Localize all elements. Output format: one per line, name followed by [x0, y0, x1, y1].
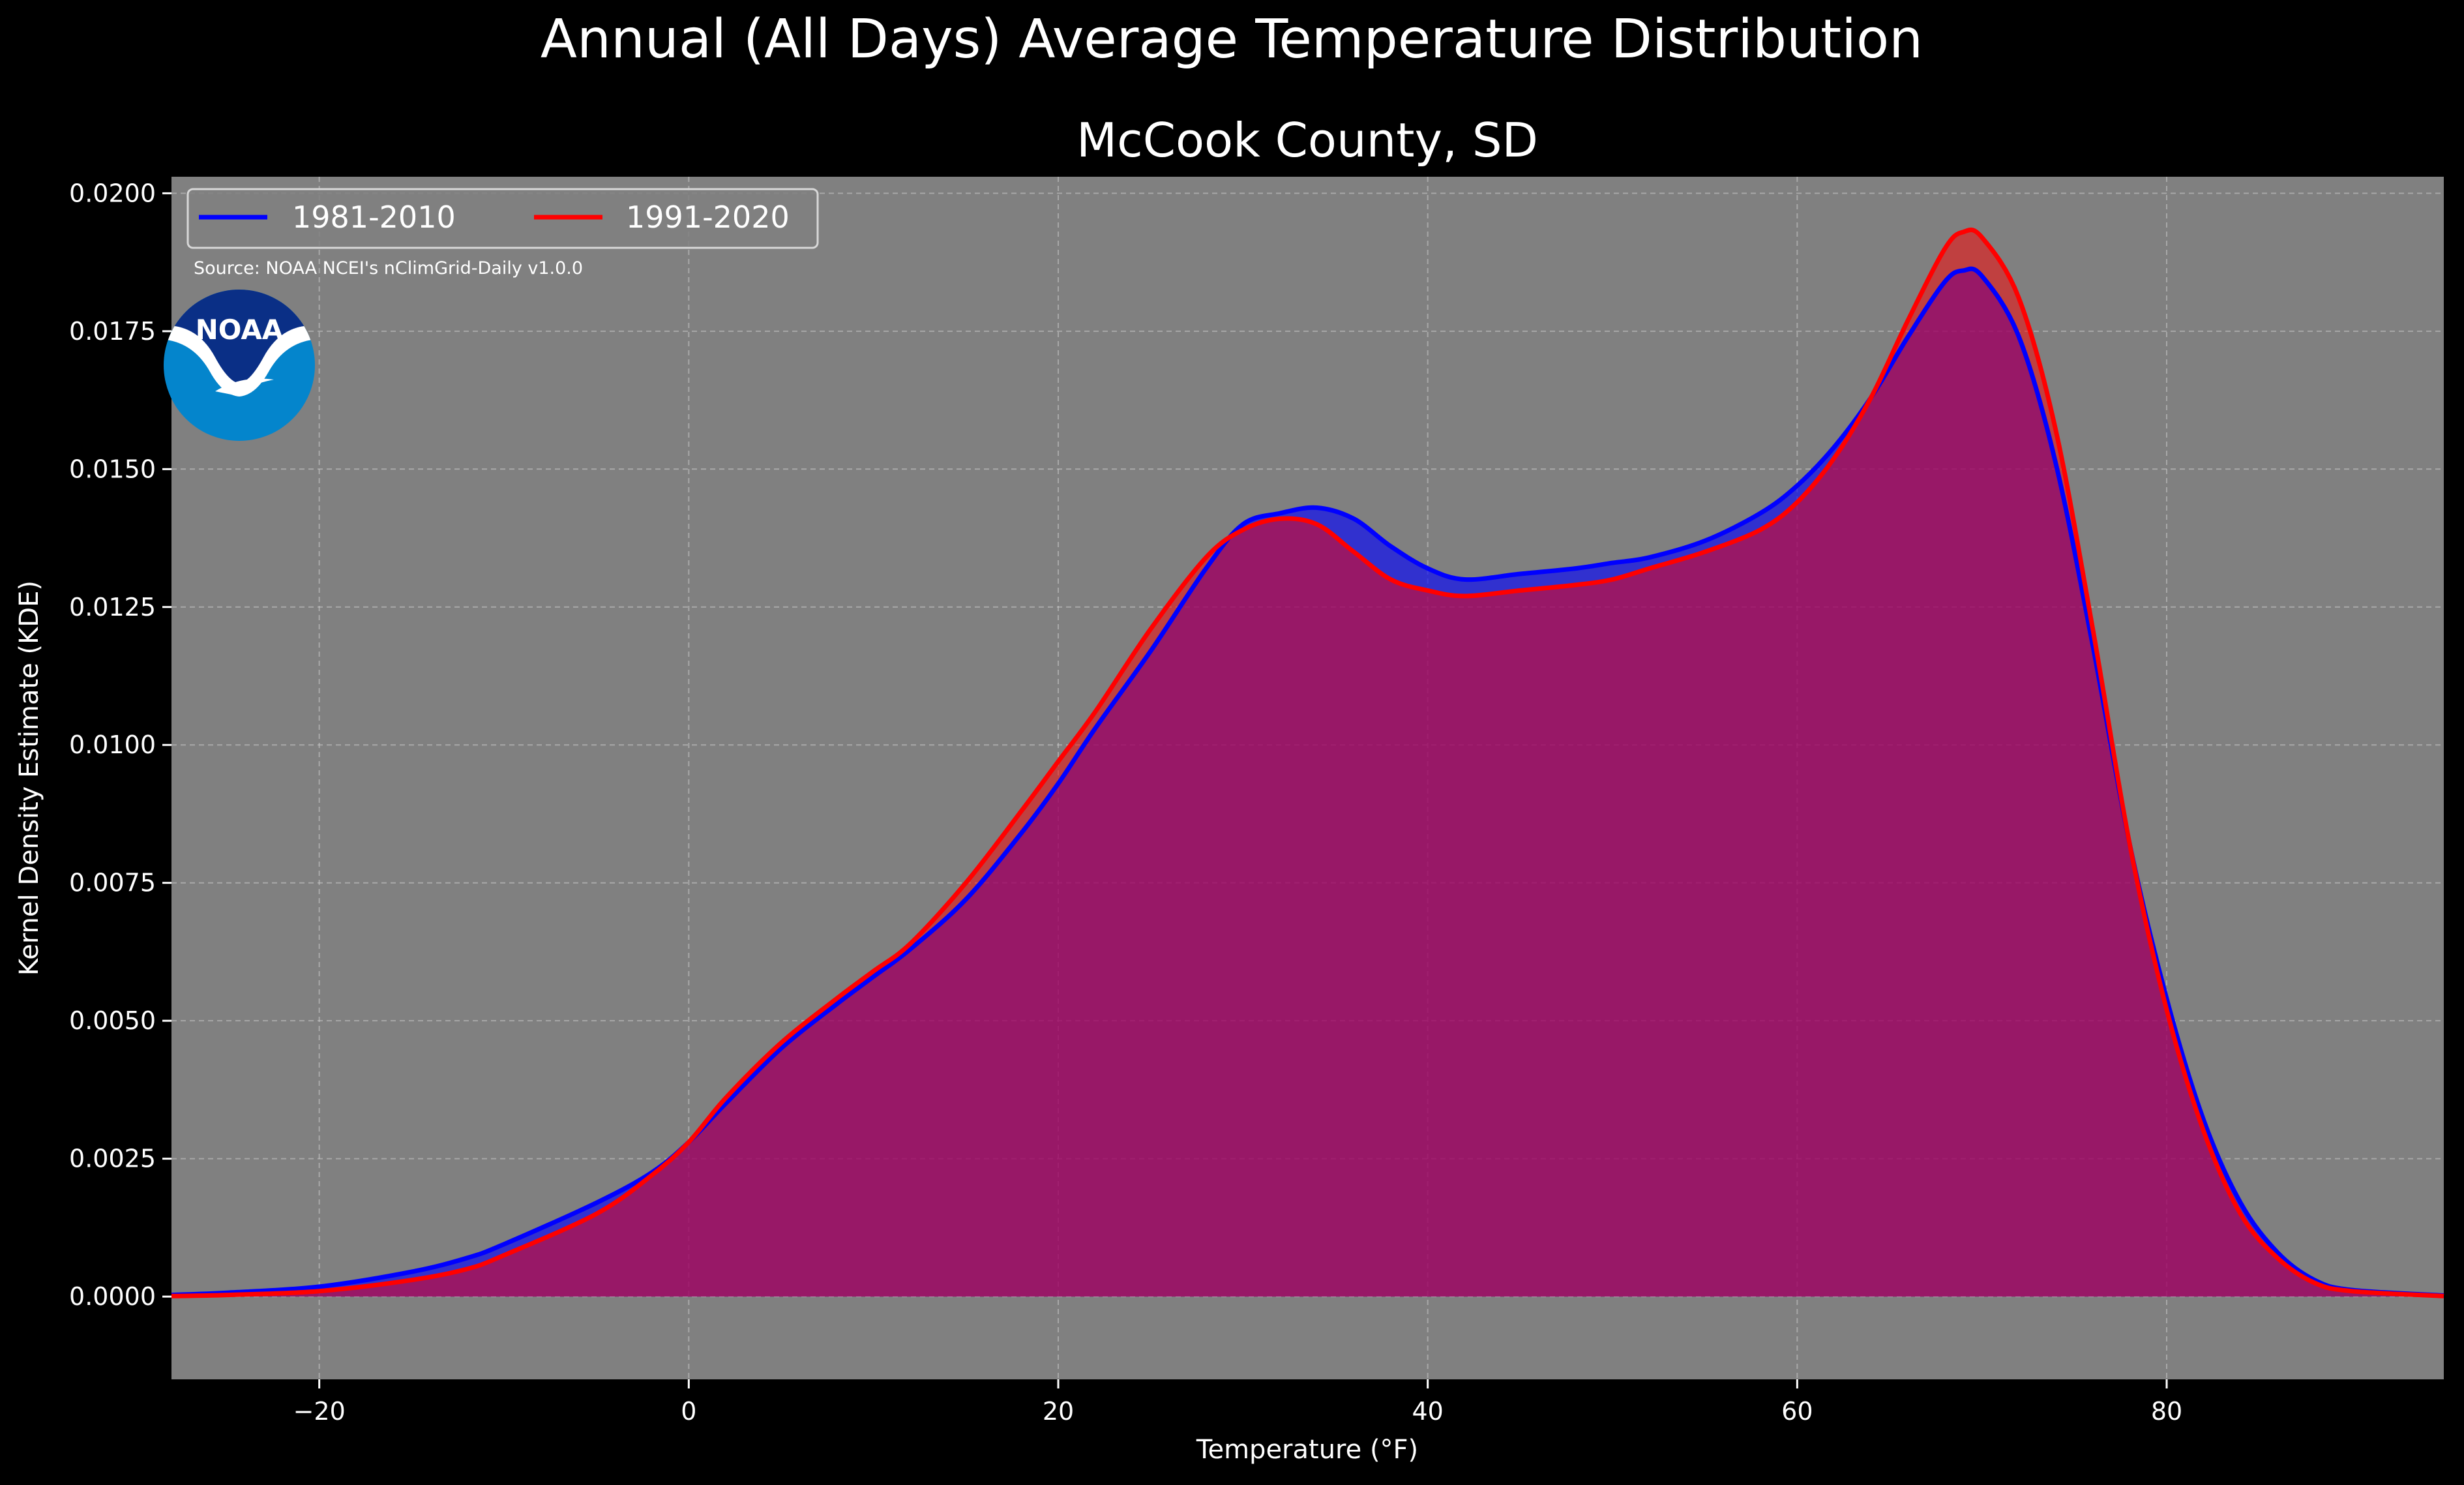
density-fill-1991-2020 — [171, 230, 2444, 1297]
density-lines — [171, 227, 2444, 1298]
x-axis-ticks: −20 0 20 40 60 80 — [293, 1379, 2182, 1426]
y-tick-label: 0.0075 — [69, 869, 156, 897]
y-tick-label: 0.0150 — [69, 455, 156, 483]
x-tick-label: 20 — [1043, 1397, 1074, 1426]
x-axis-label: Temperature (°F) — [1196, 1435, 1418, 1465]
density-fills — [171, 230, 2444, 1297]
y-tick-label: 0.0200 — [69, 179, 156, 207]
noaa-logo-icon: NOAA — [164, 290, 315, 441]
y-tick-label: 0.0125 — [69, 593, 156, 622]
chart-subtitle: McCook County, SD — [1076, 113, 1538, 168]
x-tick-label: 0 — [681, 1397, 696, 1426]
y-tick-label: 0.0175 — [69, 317, 156, 346]
x-tick-label: −20 — [293, 1397, 346, 1426]
y-tick-label: 0.0025 — [69, 1145, 156, 1173]
x-tick-label: 40 — [1412, 1397, 1443, 1426]
density-line-1991-2020 — [171, 227, 2444, 1298]
noaa-logo-text: NOAA — [196, 314, 284, 346]
legend-label-1981-2010: 1981-2010 — [292, 200, 456, 235]
y-axis-ticks: 0.0000 0.0025 0.0050 0.0075 0.0100 0.0125 0.01… — [69, 179, 171, 1311]
chart-title: Annual (All Days) Average Temperature Di… — [541, 8, 1923, 70]
legend-label-1991-2020: 1991-2020 — [626, 200, 790, 235]
y-tick-label: 0.0050 — [69, 1006, 156, 1035]
legend-box — [186, 188, 819, 249]
legend: 1981-2010 1991-2020 — [186, 188, 819, 249]
y-tick-label: 0.0000 — [69, 1282, 156, 1311]
y-tick-label: 0.0100 — [69, 730, 156, 759]
x-tick-label: 80 — [2151, 1397, 2182, 1426]
x-tick-label: 60 — [1781, 1397, 1813, 1426]
source-annotation: Source: NOAA NCEI's nClimGrid-Daily v1.0… — [194, 258, 583, 278]
y-axis-label: Kernel Density Estimate (KDE) — [14, 580, 44, 976]
